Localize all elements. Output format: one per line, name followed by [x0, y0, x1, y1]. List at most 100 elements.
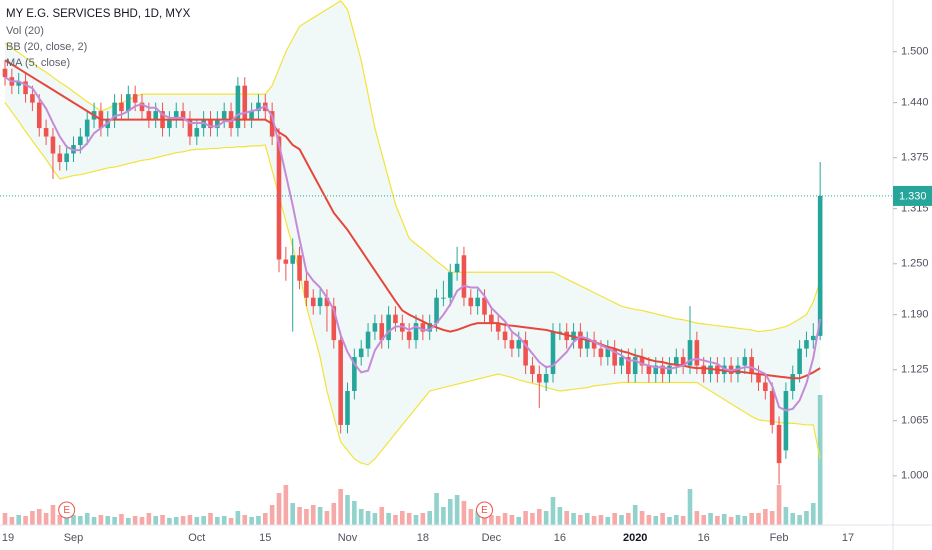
- candle-body: [427, 323, 432, 332]
- volume-bar: [454, 495, 460, 525]
- volume-bar: [310, 505, 316, 525]
- volume-bar: [550, 497, 556, 525]
- x-tick-label: Nov: [338, 532, 358, 544]
- volume-bar: [30, 511, 35, 525]
- candle-body: [550, 331, 556, 375]
- volume-bar: [187, 515, 193, 525]
- candle-body: [454, 263, 460, 273]
- last-price-box: [893, 185, 932, 206]
- candle-body: [173, 111, 179, 120]
- volume-bar: [817, 395, 823, 525]
- candle-body: [619, 357, 624, 366]
- x-tick-label: Oct: [188, 532, 205, 544]
- volume-bar: [708, 513, 713, 525]
- volume-bar: [393, 515, 398, 525]
- volume-bar: [557, 507, 563, 525]
- volume-bar: [653, 516, 659, 525]
- volume-bar: [173, 517, 179, 525]
- candle-body: [64, 153, 69, 162]
- volume-bar: [84, 513, 90, 525]
- volume-bar: [674, 515, 679, 525]
- candle-body: [406, 331, 412, 341]
- candle-body: [256, 102, 261, 112]
- x-tick-label: 2020: [623, 532, 647, 544]
- volume-bar: [715, 516, 720, 525]
- price-axis-panel: [893, 0, 932, 550]
- volume-bar: [564, 511, 569, 525]
- candle-body: [235, 85, 241, 129]
- candle-body: [324, 297, 330, 307]
- volume-bar: [598, 515, 604, 525]
- volume-bar: [50, 505, 56, 525]
- candle-body: [639, 357, 645, 366]
- volume-bar: [324, 511, 330, 525]
- candle-body: [338, 340, 343, 425]
- volume-bar: [317, 507, 323, 525]
- candle-body: [626, 357, 631, 375]
- candle-body: [139, 102, 145, 112]
- volume-bar: [256, 516, 261, 525]
- candle-body: [146, 111, 152, 120]
- candle-body: [365, 331, 371, 349]
- volume-bar: [153, 516, 158, 525]
- volume-bar: [276, 493, 282, 525]
- volume-bar: [201, 516, 206, 525]
- candle-body: [475, 297, 480, 307]
- volume-bar: [482, 513, 487, 525]
- volume-bar: [400, 511, 405, 525]
- y-tick-label: 1.190: [901, 309, 929, 321]
- volume-bar: [180, 516, 186, 525]
- candle-body: [126, 94, 131, 112]
- volume-bar: [283, 485, 289, 525]
- volume-bar: [16, 515, 21, 525]
- volume-bar: [263, 513, 268, 525]
- volume-bar: [379, 507, 385, 525]
- candle-body: [749, 357, 754, 375]
- y-tick-label: 1.000: [901, 470, 929, 482]
- x-tick-label: Feb: [770, 532, 789, 544]
- volume-bar: [687, 489, 693, 525]
- volume-bar: [516, 517, 522, 525]
- volume-bar: [71, 515, 76, 525]
- bb-fill: [5, 0, 821, 465]
- event-label: E: [63, 505, 70, 516]
- y-tick-label: 1.065: [901, 415, 929, 427]
- candle-body: [345, 390, 350, 425]
- volume-bar: [626, 513, 631, 525]
- candle-body: [249, 111, 254, 120]
- candle-body: [756, 374, 761, 383]
- volume-bar: [612, 513, 617, 525]
- candle-body: [420, 323, 426, 332]
- candle-body: [276, 136, 282, 260]
- candle-body: [132, 94, 138, 103]
- candle-body: [811, 335, 816, 341]
- candle-body: [660, 365, 665, 375]
- volume-bar: [57, 515, 63, 525]
- volume-bar: [660, 513, 665, 525]
- candle-body: [372, 323, 378, 332]
- event-marker: [58, 501, 76, 519]
- indicator-label: BB (20, close, 2): [6, 41, 87, 53]
- volume-bar: [119, 514, 124, 525]
- candle-body: [310, 297, 316, 307]
- volume-bar: [523, 511, 528, 525]
- candle-body: [489, 314, 494, 324]
- volume-bar: [584, 513, 590, 525]
- candle-body: [790, 374, 796, 391]
- candle-body: [523, 340, 528, 366]
- volume-bar: [160, 515, 165, 525]
- candle-body: [84, 119, 90, 137]
- candle-body: [283, 259, 289, 264]
- candle-body: [413, 323, 419, 341]
- candle-body: [769, 390, 775, 425]
- volume-bar: [406, 513, 412, 525]
- volume-bar: [420, 513, 426, 525]
- candle-body: [461, 255, 467, 298]
- candle-body: [434, 297, 439, 324]
- volume-bar: [769, 511, 775, 525]
- candle-body: [612, 348, 617, 366]
- volume-bar: [537, 509, 542, 525]
- candle-body: [584, 340, 590, 349]
- y-tick-label: 1.250: [901, 258, 929, 270]
- candle-body: [447, 272, 453, 298]
